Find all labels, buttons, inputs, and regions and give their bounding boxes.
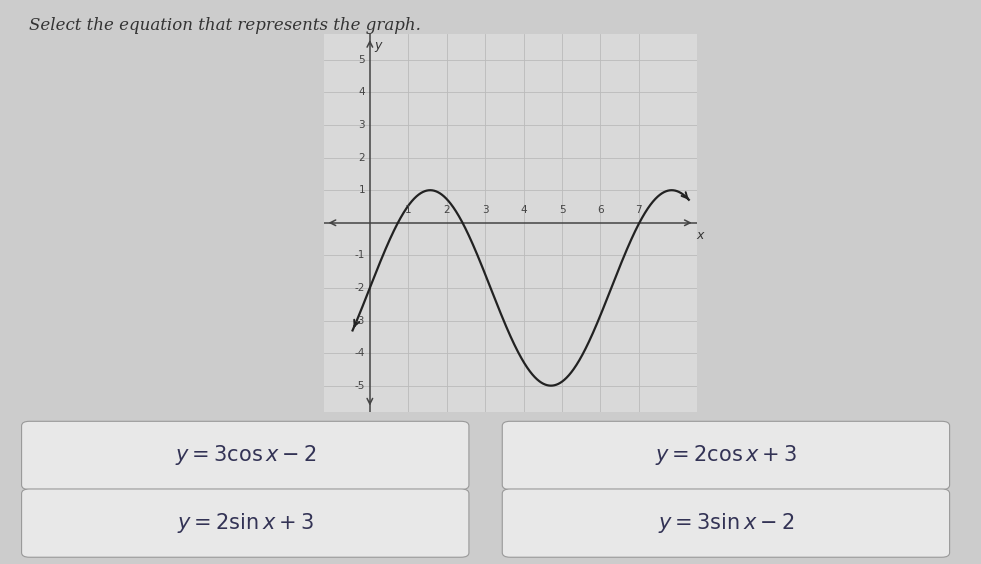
Text: Select the equation that represents the graph.: Select the equation that represents the … bbox=[29, 17, 421, 34]
Text: -1: -1 bbox=[355, 250, 365, 261]
Text: 5: 5 bbox=[359, 55, 365, 65]
Text: y: y bbox=[375, 39, 382, 52]
Text: 6: 6 bbox=[597, 205, 603, 215]
Text: 5: 5 bbox=[559, 205, 565, 215]
Text: $y = 2\sin x + 3$: $y = 2\sin x + 3$ bbox=[177, 511, 314, 535]
Text: -4: -4 bbox=[355, 348, 365, 358]
Text: 4: 4 bbox=[359, 87, 365, 98]
Text: 2: 2 bbox=[359, 153, 365, 162]
Text: 2: 2 bbox=[443, 205, 450, 215]
Text: -2: -2 bbox=[355, 283, 365, 293]
Text: -3: -3 bbox=[355, 315, 365, 325]
Text: 1: 1 bbox=[405, 205, 412, 215]
Text: $y = 3\sin x - 2$: $y = 3\sin x - 2$ bbox=[658, 511, 794, 535]
Text: $y = 2\cos x + 3$: $y = 2\cos x + 3$ bbox=[655, 443, 797, 468]
Text: 7: 7 bbox=[636, 205, 643, 215]
Text: 3: 3 bbox=[359, 120, 365, 130]
Text: 1: 1 bbox=[359, 185, 365, 195]
Text: -5: -5 bbox=[355, 381, 365, 391]
Text: 4: 4 bbox=[520, 205, 527, 215]
Text: 3: 3 bbox=[482, 205, 489, 215]
Text: x: x bbox=[697, 230, 704, 243]
Text: $y = 3\cos x - 2$: $y = 3\cos x - 2$ bbox=[175, 443, 316, 468]
